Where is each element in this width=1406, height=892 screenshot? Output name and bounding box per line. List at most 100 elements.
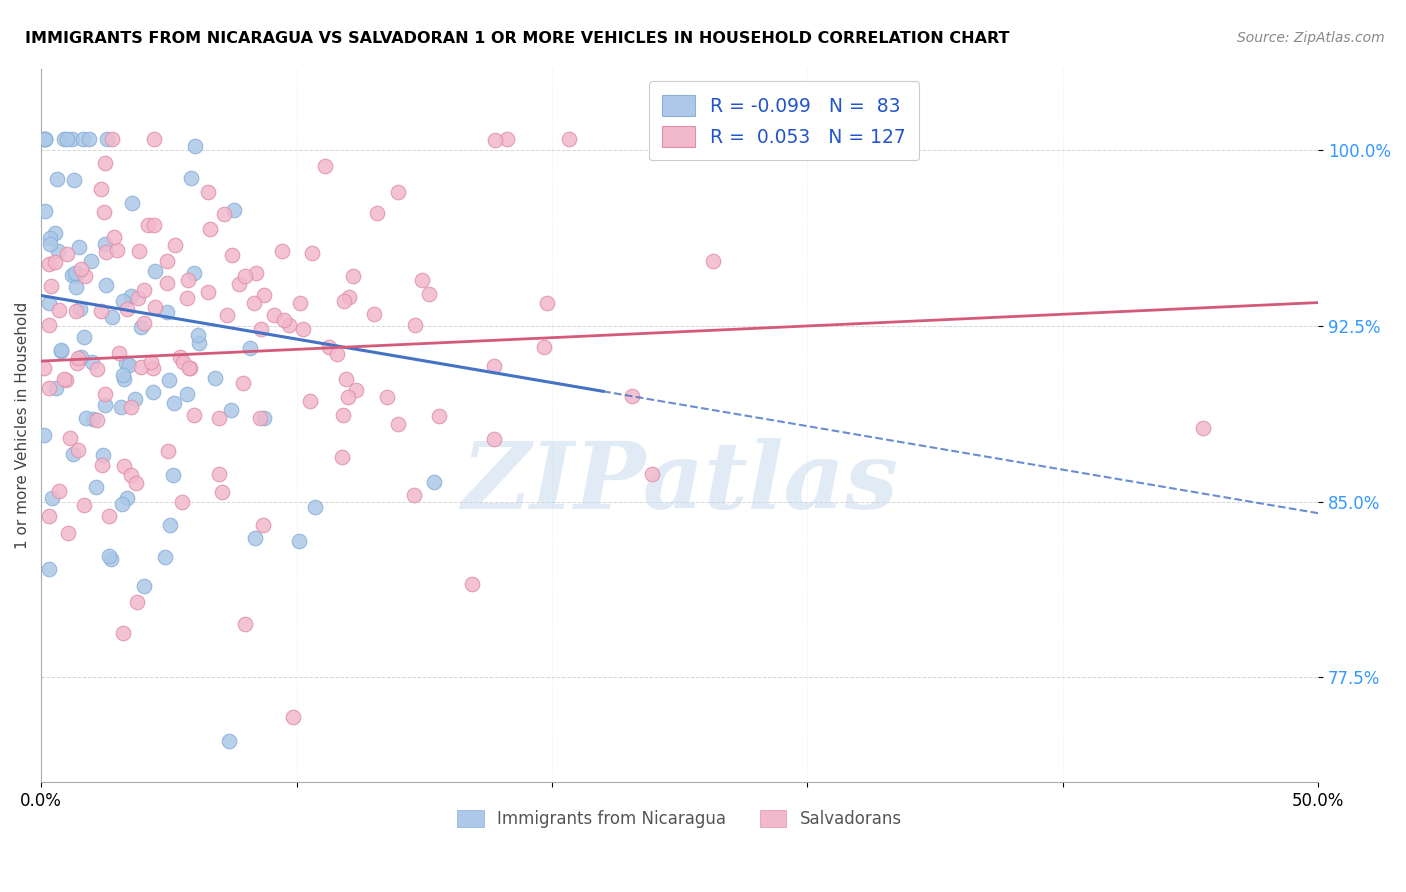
Point [38,295,60,310]
Point [56,132,79,146]
Point [273,313,295,327]
Point [186,327,208,342]
Point [211,485,233,500]
Point [118,358,141,372]
Point [366,206,388,220]
Point [250,321,273,335]
Point [37,508,59,523]
Point [765,132,787,146]
Point [219,402,242,417]
Point [75,411,97,425]
Point [103,230,125,244]
Point [38,236,60,251]
Point [290,296,312,310]
Point [38,257,60,271]
Point [120,467,142,482]
Point [233,269,256,284]
Point [108,346,131,360]
Point [423,475,446,490]
Point [292,321,315,335]
Point [34,132,56,146]
Point [117,301,139,316]
Point [163,396,186,410]
Point [105,243,128,257]
Text: Source: ZipAtlas.com: Source: ZipAtlas.com [1237,31,1385,45]
Point [217,309,239,323]
Point [641,467,664,481]
Point [34,132,56,146]
Point [94,245,117,260]
Point [332,408,354,422]
Point [165,238,187,252]
Point [242,295,264,310]
Legend: Immigrants from Nicaragua, Salvadorans: Immigrants from Nicaragua, Salvadorans [451,803,908,835]
Point [86,413,108,427]
Point [278,318,301,333]
Point [131,320,153,334]
Point [98,549,121,563]
Point [115,491,138,505]
Point [115,355,138,369]
Point [238,341,260,355]
Point [90,304,112,318]
Point [44,226,66,240]
Point [94,236,117,251]
Point [62,268,84,282]
Point [73,330,96,344]
Point [363,307,385,321]
Point [197,285,219,300]
Point [98,508,121,523]
Point [143,132,166,146]
Point [124,392,146,406]
Point [145,264,167,278]
Point [301,246,323,260]
Point [187,336,209,351]
Point [62,173,84,187]
Point [228,277,250,291]
Point [100,552,122,566]
Point [79,132,101,146]
Point [156,276,179,290]
Point [120,289,142,303]
Text: IMMIGRANTS FROM NICARAGUA VS SALVADORAN 1 OR MORE VEHICLES IN HOUSEHOLD CORRELAT: IMMIGRANTS FROM NICARAGUA VS SALVADORAN … [25,31,1010,46]
Point [143,300,166,314]
Point [337,290,360,304]
Point [91,448,114,462]
Point [304,500,326,514]
Point [330,450,353,464]
Y-axis label: 1 or more Vehicles in Household: 1 or more Vehicles in Household [15,301,30,549]
Point [52,132,75,146]
Point [253,410,276,425]
Point [429,409,451,424]
Point [418,287,440,301]
Point [44,255,66,269]
Text: ZIPatlas: ZIPatlas [461,438,898,527]
Point [198,222,221,236]
Point [91,458,114,473]
Point [49,344,72,359]
Point [281,709,304,723]
Point [111,626,134,640]
Point [157,373,180,387]
Point [132,283,155,297]
Point [101,310,124,324]
Point [142,361,165,376]
Point [326,347,349,361]
Point [60,132,83,146]
Point [153,549,176,564]
Point [143,218,166,232]
Point [94,398,117,412]
Point [197,186,219,200]
Point [621,389,644,403]
Point [298,393,321,408]
Point [496,132,519,146]
Point [156,254,179,268]
Point [38,318,60,333]
Point [1191,421,1213,435]
Point [536,296,558,310]
Point [70,262,93,277]
Point [138,218,160,232]
Point [69,302,91,317]
Point [183,266,205,280]
Point [80,254,103,268]
